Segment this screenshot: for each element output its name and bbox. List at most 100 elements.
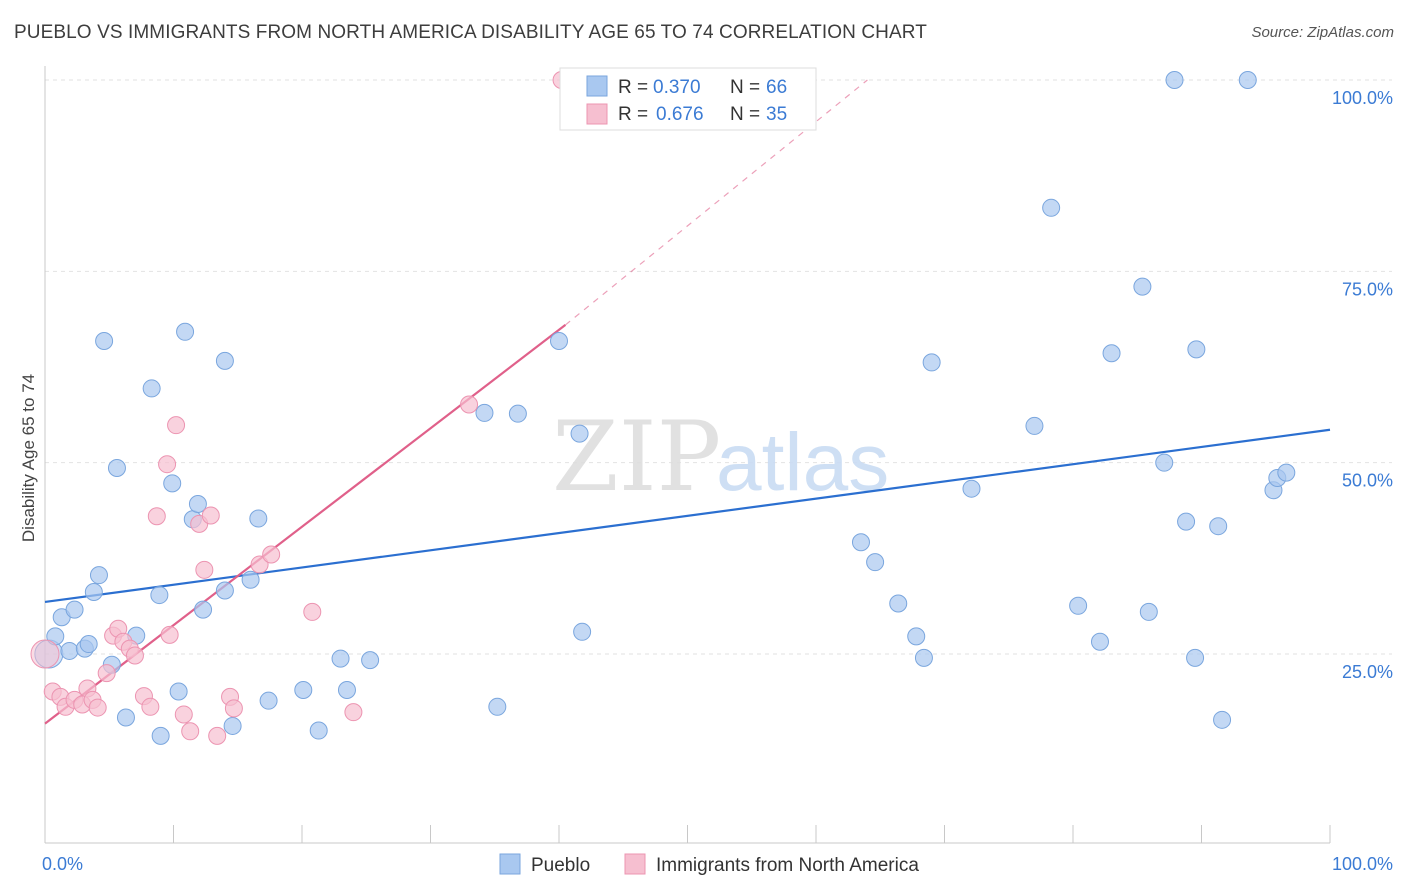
y-tick-label: 75.0% [1342,279,1393,299]
legend-swatch-pueblo [586,75,608,97]
point-pueblo [169,682,188,701]
point-pueblo [337,680,356,699]
bottom-legend-swatch-immigrants [624,853,646,875]
point-immigrants [125,646,144,665]
point-pueblo [1213,710,1232,729]
point-pueblo [914,648,933,667]
y-tick-label: 25.0% [1342,662,1393,682]
point-pueblo [1133,277,1152,296]
point-pueblo [475,403,494,422]
point-pueblo [1025,416,1044,435]
source-label: Source: ZipAtlas.com [1251,24,1394,41]
point-pueblo [508,404,527,423]
point-pueblo [60,641,79,660]
bottom-legend: Pueblo Immigrants from North America [499,853,919,876]
legend-r-value-immigrants: 0.676 [656,104,704,125]
bottom-legend-label-pueblo: Pueblo [531,855,590,876]
chart-title: PUEBLO VS IMMIGRANTS FROM NORTH AMERICA … [14,22,927,43]
point-pueblo [79,635,98,654]
point-immigrants [250,555,269,574]
point-pueblo [1165,71,1184,89]
point-pueblo [194,600,213,619]
y-tick-label: 100.0% [1332,88,1393,108]
point-pueblo [84,583,103,602]
point-pueblo [142,379,161,398]
point-pueblo [89,566,108,585]
trend-line-immigrants-extension [565,79,868,326]
point-pueblo [1209,517,1228,536]
point-immigrants [167,416,186,435]
point-immigrants [208,726,227,745]
point-pueblo [150,586,169,605]
y-axis-label: Disability Age 65 to 74 [19,374,38,542]
legend-r-value-pueblo: 0.370 [653,77,701,98]
point-pueblo [223,716,242,735]
point-pueblo [550,331,568,350]
point-pueblo [1042,198,1061,217]
point-pueblo [361,651,380,670]
point-immigrants [147,507,166,526]
point-immigrants [174,705,193,724]
point-pueblo [851,533,870,552]
point-pueblo [1155,453,1174,472]
point-pueblo [331,649,350,668]
point-pueblo [1187,340,1206,359]
point-pueblo [107,459,126,478]
bottom-legend-label-immigrants: Immigrants from North America [656,855,919,876]
legend-r-label-pueblo: R = [618,77,648,98]
watermark-atlas: atlas [716,417,889,508]
point-pueblo [1277,463,1296,482]
axes [44,66,1331,844]
point-pueblo [163,474,182,493]
point-pueblo [151,726,170,745]
legend-r-label-immigrants: R = [618,104,648,125]
point-immigrants [224,699,243,718]
point-pueblo [294,680,313,699]
point-pueblo [866,553,885,572]
point-pueblo [1177,512,1196,531]
legend-n-label-pueblo: N = [730,77,760,98]
point-pueblo [907,627,926,646]
point-pueblo [922,353,941,372]
point-immigrants [344,703,363,722]
point-pueblo [570,424,589,443]
data-points [30,71,1296,745]
point-pueblo [1139,602,1158,621]
top-legend: R = 0.370 N = 66 R = 0.676 N = 35 [559,67,817,131]
point-pueblo [116,708,135,727]
point-immigrants [195,560,214,579]
point-pueblo [188,494,207,513]
point-immigrants [30,639,60,669]
point-pueblo [176,322,195,341]
legend-n-value-pueblo: 66 [766,77,787,98]
point-immigrants [181,722,200,741]
point-pueblo [488,697,507,716]
point-immigrants [201,506,220,525]
point-pueblo [249,509,268,528]
y-tick-labels: 25.0% 50.0% 75.0% 100.0% [1332,88,1393,682]
point-pueblo [1186,648,1205,667]
point-pueblo [573,622,592,641]
point-pueblo [95,331,114,350]
trend-line-immigrants [44,324,567,725]
point-immigrants [141,697,160,716]
point-immigrants [158,455,177,474]
watermark-zip: ZIP [552,401,721,513]
legend-n-label-immigrants: N = [730,104,760,125]
point-immigrants [460,395,479,414]
point-immigrants [303,602,322,621]
point-immigrants [160,625,179,644]
point-pueblo [1238,71,1257,89]
point-pueblo [309,721,328,740]
point-immigrants [262,545,281,564]
bottom-legend-swatch-pueblo [499,853,521,875]
x-tick-label: 100.0% [1332,854,1393,874]
legend-n-value-immigrants: 35 [766,104,787,125]
point-immigrants [88,698,107,717]
point-pueblo [65,600,84,619]
x-tick-labels: 0.0% 100.0% [42,854,1393,874]
point-pueblo [215,351,234,370]
point-pueblo [259,691,278,710]
point-pueblo [962,479,981,498]
